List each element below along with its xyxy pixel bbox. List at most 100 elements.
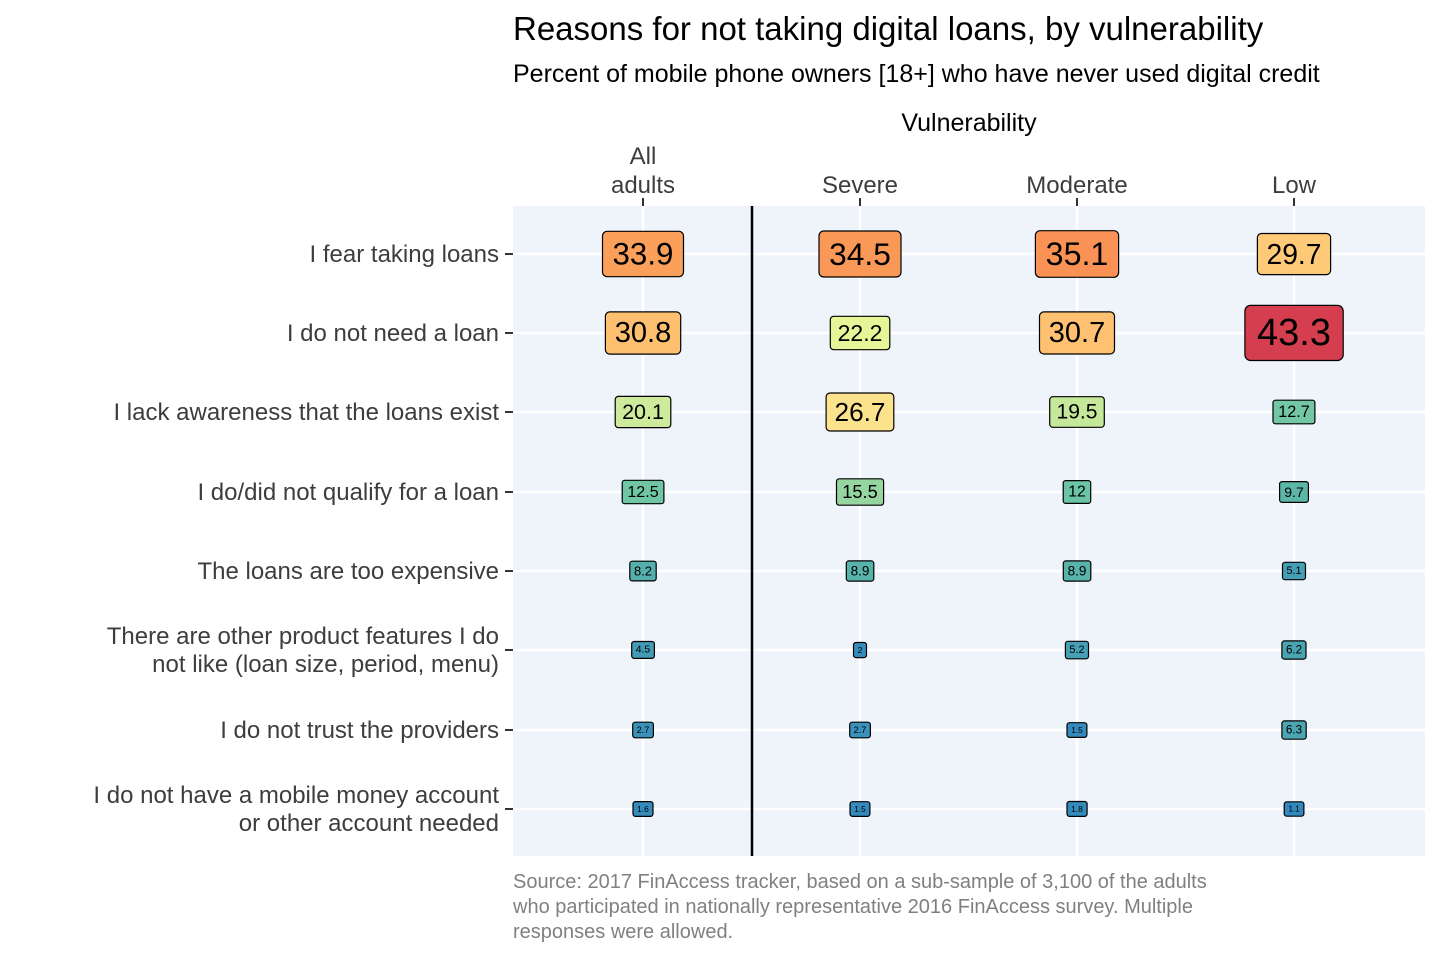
value-label-box bbox=[1281, 561, 1307, 581]
value-label-box bbox=[1281, 640, 1307, 660]
value-label-text: 5.2 bbox=[1069, 644, 1084, 656]
row-label: I lack awareness that the loans exist bbox=[113, 399, 499, 426]
value-label-text: 4.5 bbox=[636, 645, 651, 656]
value-label-text: 1.5 bbox=[854, 804, 866, 814]
value-label-box bbox=[818, 230, 902, 278]
value-label-text: 15.5 bbox=[842, 482, 877, 502]
value-label-box bbox=[1062, 480, 1092, 505]
value-label: 2.7 bbox=[632, 721, 655, 739]
value-label-text: 6.2 bbox=[1286, 644, 1302, 657]
plot-panel bbox=[513, 206, 1425, 856]
value-label-text: 8.2 bbox=[634, 564, 652, 579]
value-label: 29.7 bbox=[1256, 232, 1332, 276]
value-label-text: 2.7 bbox=[854, 725, 867, 735]
row-label: or other account needed bbox=[239, 810, 499, 837]
value-label-text: 9.7 bbox=[1284, 484, 1304, 500]
value-label: 6.3 bbox=[1281, 720, 1307, 740]
value-label: 22.2 bbox=[829, 315, 891, 351]
row-label: I do/did not qualify for a loan bbox=[197, 479, 499, 506]
value-label-text: 1.6 bbox=[637, 804, 649, 814]
value-label: 12.5 bbox=[621, 479, 665, 505]
value-labels: 33.9 34.5 35.1 29.730.8 22.2 30.7 43.320.1 26.7… bbox=[601, 230, 1344, 818]
value-label: 12 bbox=[1062, 480, 1092, 505]
caption-line: who participated in nationally represent… bbox=[512, 896, 1193, 918]
row-label: I do not need a loan bbox=[287, 320, 499, 347]
caption-line: Source: 2017 FinAccess tracker, based on… bbox=[513, 871, 1207, 893]
value-label-text: 8.9 bbox=[1068, 564, 1087, 579]
column-label: All bbox=[630, 143, 657, 170]
value-label-text: 30.7 bbox=[1049, 317, 1105, 349]
value-label-box bbox=[604, 311, 682, 355]
value-label-text: 20.1 bbox=[622, 400, 664, 424]
row-label: The loans are too expensive bbox=[197, 558, 499, 585]
value-label-text: 1.5 bbox=[1071, 725, 1083, 735]
value-label-box bbox=[1281, 720, 1307, 740]
value-label-text: 8.9 bbox=[851, 564, 870, 579]
value-label-text: 34.5 bbox=[829, 236, 891, 272]
value-label-box bbox=[1272, 399, 1316, 425]
value-label-text: 19.5 bbox=[1056, 401, 1097, 424]
value-label-box bbox=[1256, 232, 1332, 276]
value-label: 4.5 bbox=[631, 640, 656, 659]
row-label: I do not have a mobile money account bbox=[93, 782, 499, 809]
value-label-box bbox=[1066, 800, 1088, 817]
value-label-box bbox=[1064, 640, 1090, 660]
value-label-text: 12.7 bbox=[1278, 403, 1310, 421]
chart-title: Reasons for not taking digital loans, by… bbox=[513, 10, 1264, 47]
value-label-box bbox=[1283, 801, 1305, 817]
value-label-text: 2 bbox=[858, 645, 863, 655]
value-label-box bbox=[1038, 311, 1116, 355]
value-label-text: 22.2 bbox=[838, 320, 883, 346]
value-label-text: 29.7 bbox=[1266, 238, 1321, 270]
value-label-box bbox=[1062, 560, 1092, 582]
value-label: 19.5 bbox=[1049, 396, 1105, 428]
value-label: 8.9 bbox=[845, 560, 875, 582]
value-label-box bbox=[1244, 304, 1344, 362]
value-label: 12.7 bbox=[1272, 399, 1316, 425]
value-label-text: 2.7 bbox=[637, 725, 650, 735]
value-label: 5.1 bbox=[1281, 561, 1307, 581]
value-label-box bbox=[601, 230, 685, 278]
value-label-text: 12 bbox=[1068, 484, 1085, 501]
value-label: 5.2 bbox=[1064, 640, 1090, 660]
caption: Source: 2017 FinAccess tracker, based on… bbox=[512, 871, 1207, 943]
value-label-text: 30.8 bbox=[615, 317, 672, 349]
value-label: 26.7 bbox=[825, 392, 895, 432]
value-label: 33.9 bbox=[601, 230, 685, 278]
value-label-text: 1.1 bbox=[1288, 805, 1300, 814]
value-label: 20.1 bbox=[614, 395, 672, 429]
column-label: adults bbox=[611, 172, 675, 199]
value-label: 1.8 bbox=[1066, 800, 1088, 817]
column-label: Severe bbox=[822, 172, 898, 199]
value-label-box bbox=[1049, 396, 1105, 428]
value-label: 1.5 bbox=[1066, 722, 1088, 739]
value-label-box bbox=[829, 315, 891, 351]
value-label-box bbox=[632, 800, 654, 817]
value-label-text: 12.5 bbox=[627, 483, 658, 501]
value-label: 8.9 bbox=[1062, 560, 1092, 582]
value-label-box bbox=[825, 392, 895, 432]
value-label-text: 33.9 bbox=[613, 237, 674, 272]
value-label-box bbox=[852, 641, 868, 659]
chart-subtitle: Percent of mobile phone owners [18+] who… bbox=[513, 60, 1320, 88]
row-ticks: I fear taking loans I do not need a loan I… bbox=[93, 241, 513, 837]
value-label-text: 5.1 bbox=[1286, 565, 1301, 577]
caption-line: responses were allowed. bbox=[513, 921, 733, 943]
value-label: 35.1 bbox=[1034, 230, 1120, 278]
value-label-text: 43.3 bbox=[1257, 312, 1331, 354]
row-label: I do not trust the providers bbox=[220, 717, 499, 744]
column-label: Moderate bbox=[1026, 172, 1127, 199]
value-label-box bbox=[629, 560, 657, 582]
value-label: 30.8 bbox=[604, 311, 682, 355]
value-label: 6.2 bbox=[1281, 640, 1307, 660]
value-label-box bbox=[1066, 722, 1088, 739]
value-label: 9.7 bbox=[1278, 481, 1309, 504]
value-label: 1.6 bbox=[632, 800, 654, 817]
row-label: I fear taking loans bbox=[310, 241, 499, 268]
row-label: There are other product features I do bbox=[107, 623, 499, 650]
value-label-box bbox=[1278, 481, 1309, 504]
value-label-box bbox=[621, 479, 665, 505]
x-axis-title: Vulnerability bbox=[901, 109, 1037, 137]
